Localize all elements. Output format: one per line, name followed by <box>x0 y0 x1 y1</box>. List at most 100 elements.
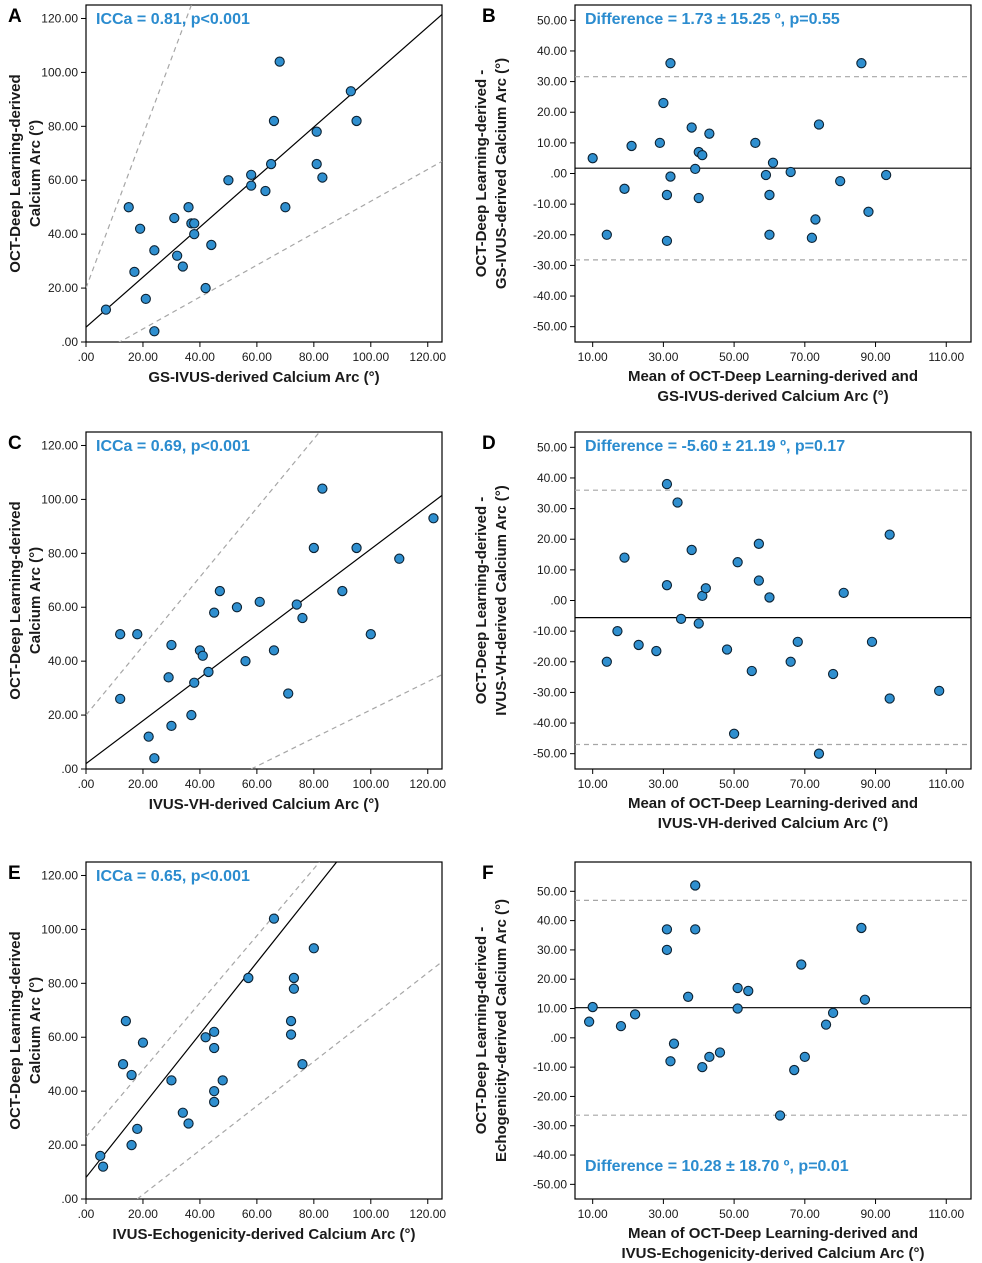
data-point <box>297 612 308 624</box>
data-point <box>792 636 803 648</box>
data-point <box>100 304 112 315</box>
data-point <box>189 229 200 240</box>
data-point <box>115 629 126 640</box>
data-point <box>859 994 871 1005</box>
data-point <box>166 720 177 732</box>
x-tick-label: 20.00 <box>128 350 158 364</box>
data-point <box>661 944 673 956</box>
data-point <box>217 1075 228 1086</box>
data-point <box>177 261 188 272</box>
x-tick-label: 70.00 <box>790 350 820 364</box>
y-tick-label: -10.00 <box>533 624 567 638</box>
x-tick-label: 40.00 <box>185 1207 215 1221</box>
x-tick-label: 50.00 <box>719 1207 749 1221</box>
data-point <box>760 169 772 181</box>
data-point <box>351 115 362 127</box>
data-point <box>796 959 807 970</box>
x-tick-label: 120.00 <box>409 1207 446 1221</box>
data-point <box>813 119 825 130</box>
data-point <box>140 293 151 305</box>
data-point <box>209 1096 220 1108</box>
y-axis-label-line: OCT-Deep Learning-derived - <box>473 927 490 1135</box>
data-point <box>934 685 945 697</box>
data-point <box>728 728 740 739</box>
data-point <box>668 1038 680 1049</box>
data-point <box>308 943 319 954</box>
data-point <box>166 639 177 651</box>
x-tick-label: 20.00 <box>128 777 158 791</box>
data-point <box>268 645 280 656</box>
data-point <box>682 991 694 1002</box>
data-points <box>95 913 319 1172</box>
data-point <box>97 1161 109 1172</box>
y-tick-label: -30.00 <box>533 258 567 272</box>
x-tick-label: 30.00 <box>648 777 678 791</box>
data-point <box>619 183 630 194</box>
x-tick-label: 60.00 <box>242 1207 272 1221</box>
x-tick-label: 100.00 <box>352 1207 389 1221</box>
y-tick-label: -40.00 <box>533 289 567 303</box>
x-tick-label: 10.00 <box>578 350 608 364</box>
y-axis-label-line: OCT-Deep Learning-derived <box>7 74 24 272</box>
y-axis-label: OCT-Deep Learning-derived Calcium Arc (°) <box>7 501 44 699</box>
panel-e: E .00 20.00 40.00 60.00 80.00 100.00 120.00 .00 2… <box>7 861 446 1243</box>
data-point <box>661 235 673 247</box>
y-tick-label: 40.00 <box>537 471 567 485</box>
stat-annotation: ICCa = 0.69, p<0.001 <box>96 438 250 455</box>
confidence-line <box>250 674 442 769</box>
data-point <box>231 602 243 613</box>
x-tick-label: 60.00 <box>242 777 272 791</box>
x-tick-label: 20.00 <box>128 1207 158 1221</box>
y-tick-label: -20.00 <box>533 655 567 669</box>
data-point <box>209 607 220 618</box>
data-point <box>163 672 174 683</box>
x-axis-label-line: IVUS-Echogenicity-derived Calcium Arc (°… <box>621 1245 924 1262</box>
data-point <box>149 326 160 337</box>
data-point <box>583 1016 595 1027</box>
y-tick-label: -30.00 <box>533 685 567 699</box>
data-point <box>183 202 194 213</box>
data-point <box>601 656 612 667</box>
x-tick-label: 30.00 <box>648 1207 678 1221</box>
reference-lines <box>86 5 442 342</box>
data-point <box>149 753 160 764</box>
y-tick-label: .00 <box>61 335 78 349</box>
x-axis-label: IVUS-VH-derived Calcium Arc (°) <box>149 796 380 813</box>
data-point <box>675 613 687 625</box>
data-point <box>186 709 197 721</box>
stat-annotation: ICCa = 0.81, p<0.001 <box>96 11 250 28</box>
y-tick-label: -30.00 <box>533 1119 567 1133</box>
y-tick-label: 80.00 <box>48 546 78 560</box>
y-tick-label: 60.00 <box>48 600 78 614</box>
y-tick-label: -50.00 <box>533 747 567 761</box>
reference-lines <box>575 899 971 1116</box>
data-point <box>171 250 183 261</box>
data-point <box>223 175 234 186</box>
data-point <box>789 1064 800 1076</box>
data-point <box>764 592 775 603</box>
x-tick-label: 70.00 <box>790 777 820 791</box>
y-axis-label-line: OCT-Deep Learning-derived - <box>473 497 490 705</box>
data-point <box>311 126 322 137</box>
y-tick-label: 40.00 <box>537 44 567 58</box>
data-point <box>753 538 765 549</box>
data-point <box>169 212 180 224</box>
data-point <box>785 166 796 178</box>
panel-label-a: A <box>8 6 22 27</box>
x-tick-label: 50.00 <box>719 777 749 791</box>
data-point <box>704 1051 715 1063</box>
data-point <box>690 880 701 891</box>
data-point <box>149 245 160 256</box>
y-tick-label: 50.00 <box>537 440 567 454</box>
data-point <box>774 1110 786 1121</box>
data-point <box>297 1059 308 1070</box>
data-point <box>345 86 357 97</box>
y-tick-label: 120.00 <box>41 868 78 882</box>
y-axis-label: OCT-Deep Learning-derived - GS-IVUS-deriv… <box>473 58 510 289</box>
data-point <box>291 599 302 610</box>
data-point <box>693 192 704 204</box>
x-axis-label: IVUS-Echogenicity-derived Calcium Arc (°… <box>112 1226 415 1243</box>
data-point <box>714 1047 726 1058</box>
x-axis-label-line: GS-IVUS-derived Calcium Arc (°) <box>148 369 379 386</box>
y-axis-label-line: IVUS-VH-derived Calcium Arc (°) <box>493 485 510 716</box>
